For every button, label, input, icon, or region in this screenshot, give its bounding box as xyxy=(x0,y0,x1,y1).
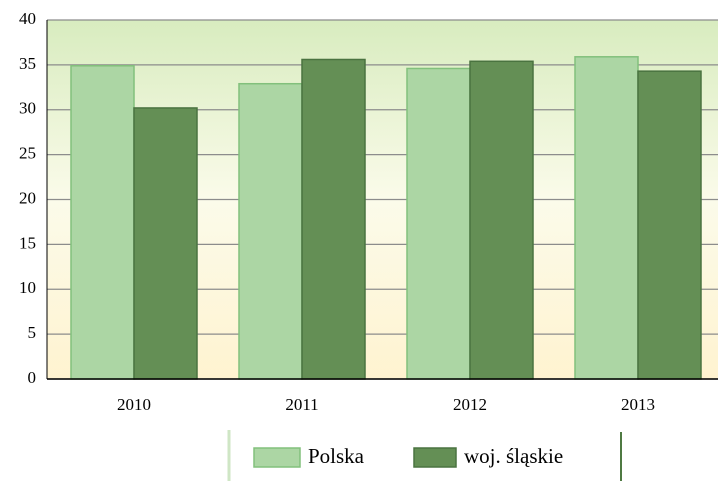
y-tick-label: 0 xyxy=(28,368,37,387)
legend-swatch xyxy=(253,447,301,468)
legend: Polska woj. śląskie xyxy=(227,430,622,481)
y-tick-label: 30 xyxy=(19,99,36,118)
bar xyxy=(406,67,471,380)
x-tick-label: 2012 xyxy=(453,395,487,414)
legend-label: Polska xyxy=(308,444,365,468)
y-tick-label: 25 xyxy=(19,144,36,163)
y-tick-label: 5 xyxy=(28,323,37,342)
y-tick-label: 35 xyxy=(19,54,36,73)
bar xyxy=(574,56,639,380)
bar xyxy=(301,58,366,380)
x-tick-label: 2013 xyxy=(621,395,655,414)
y-tick-label: 10 xyxy=(19,278,36,297)
x-tick-label: 2010 xyxy=(117,395,151,414)
bar xyxy=(133,107,198,380)
bar xyxy=(469,60,534,380)
legend-swatch xyxy=(413,447,457,468)
legend-label: woj. śląskie xyxy=(464,444,563,468)
bar xyxy=(637,70,702,380)
bar xyxy=(70,65,135,380)
y-tick-label: 20 xyxy=(19,188,36,207)
x-tick-label: 2011 xyxy=(285,395,318,414)
y-tick-label: 40 xyxy=(19,9,36,28)
y-tick-label: 15 xyxy=(19,233,36,252)
bar xyxy=(238,82,303,380)
